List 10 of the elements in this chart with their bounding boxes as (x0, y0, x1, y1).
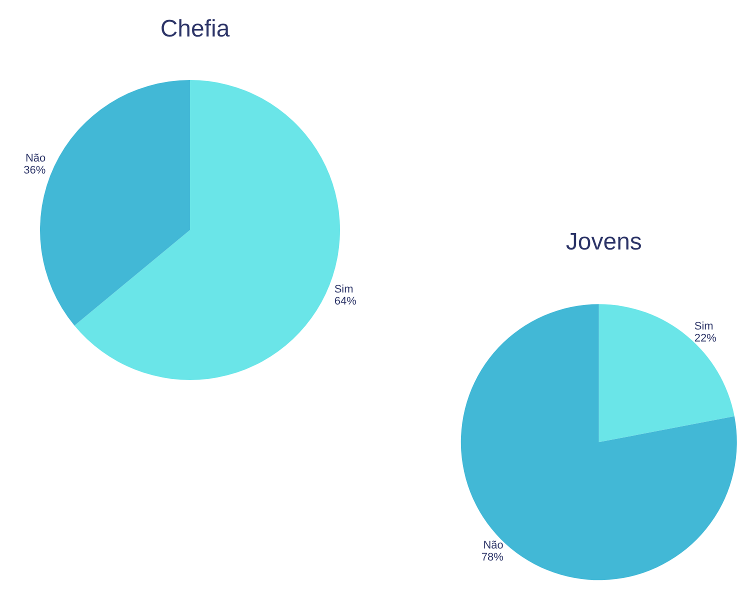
chart-title: Jovens (566, 228, 642, 256)
data-label: 36% (24, 164, 46, 176)
data-label: 78% (481, 552, 504, 564)
slice-label: Sim (694, 320, 714, 333)
chart-title: Chefia (160, 16, 230, 42)
data-label: 64% (334, 296, 357, 308)
slice-label: Sim (334, 284, 354, 296)
slice-label: Não (483, 540, 504, 552)
data-label: 22% (694, 332, 717, 345)
slice-label: Não (25, 152, 46, 164)
